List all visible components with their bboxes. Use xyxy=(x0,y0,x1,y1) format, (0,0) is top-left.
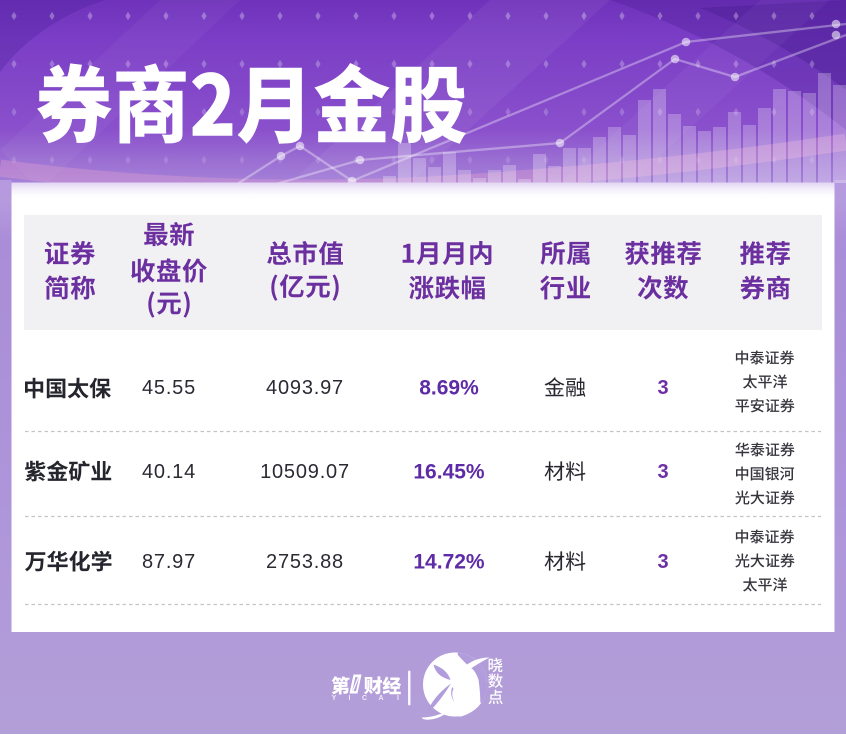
svg-text:45.55: 45.55 xyxy=(142,377,196,399)
svg-text:2753.88: 2753.88 xyxy=(266,551,344,573)
svg-text:3: 3 xyxy=(657,551,668,573)
svg-text:3: 3 xyxy=(657,377,668,399)
svg-text:40.14: 40.14 xyxy=(142,461,196,483)
svg-text:C: C xyxy=(362,695,367,702)
svg-text:10509.07: 10509.07 xyxy=(260,461,350,483)
svg-text:87.97: 87.97 xyxy=(142,551,196,573)
svg-text:16.45%: 16.45% xyxy=(413,460,485,483)
svg-text:14.72%: 14.72% xyxy=(413,550,485,573)
svg-text:8.69%: 8.69% xyxy=(419,376,479,399)
svg-text:I: I xyxy=(349,695,351,702)
svg-text:Y: Y xyxy=(332,695,337,702)
svg-text:A: A xyxy=(378,695,383,702)
svg-text:I: I xyxy=(397,695,399,702)
svg-text:3: 3 xyxy=(657,461,668,483)
svg-text:4093.97: 4093.97 xyxy=(266,377,344,399)
